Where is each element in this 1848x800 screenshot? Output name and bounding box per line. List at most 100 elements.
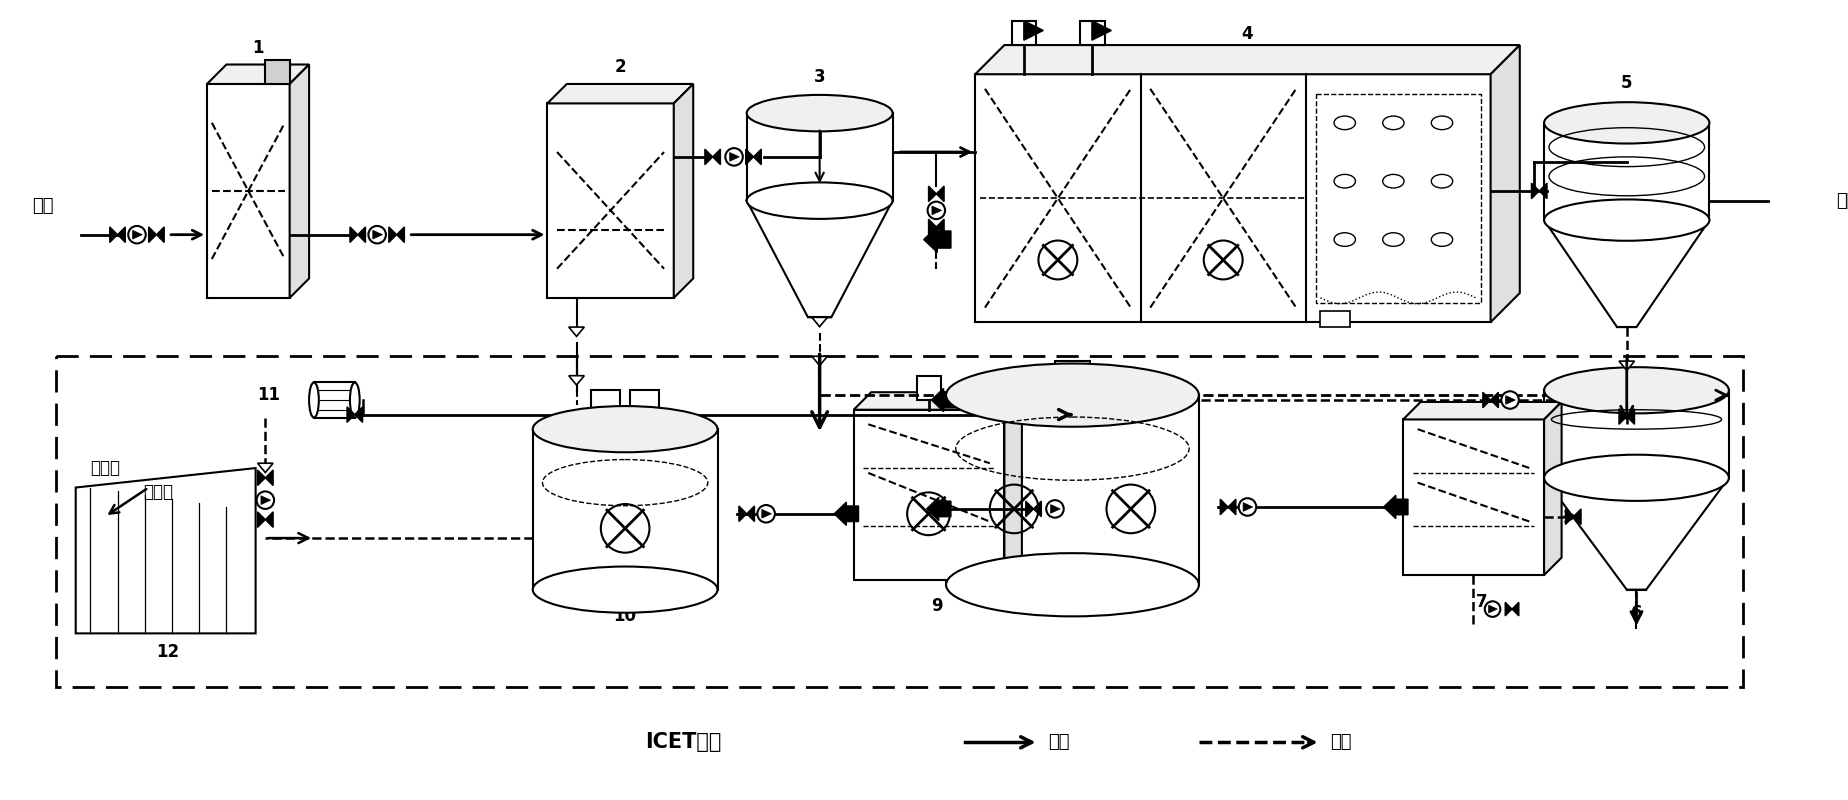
Circle shape: [1484, 602, 1501, 617]
Polygon shape: [1573, 509, 1582, 525]
Polygon shape: [675, 84, 693, 298]
Polygon shape: [854, 392, 1022, 410]
Bar: [946, 395, 1199, 585]
Polygon shape: [713, 149, 721, 165]
Text: 2: 2: [615, 58, 626, 76]
Polygon shape: [257, 512, 266, 527]
Polygon shape: [1619, 409, 1626, 424]
Ellipse shape: [349, 382, 360, 418]
Bar: [266, 60, 290, 84]
Polygon shape: [290, 65, 309, 298]
Ellipse shape: [1545, 454, 1730, 501]
Bar: [1081, 21, 1105, 45]
Polygon shape: [207, 65, 309, 84]
Polygon shape: [1050, 505, 1061, 514]
Polygon shape: [1024, 21, 1044, 40]
Polygon shape: [76, 468, 255, 634]
Polygon shape: [1092, 21, 1111, 40]
Bar: [976, 74, 1491, 322]
Polygon shape: [1033, 501, 1040, 517]
Polygon shape: [257, 470, 266, 486]
Bar: [1545, 123, 1709, 220]
Polygon shape: [739, 506, 747, 522]
Polygon shape: [1482, 392, 1491, 408]
Polygon shape: [811, 356, 828, 366]
Text: ICET系统: ICET系统: [645, 732, 723, 752]
Polygon shape: [928, 219, 937, 234]
Text: 泥路: 泥路: [1331, 734, 1351, 751]
Polygon shape: [359, 227, 366, 242]
Polygon shape: [1321, 310, 1349, 327]
Ellipse shape: [1545, 199, 1709, 241]
Text: 8: 8: [1066, 602, 1077, 620]
Text: 6: 6: [1630, 604, 1643, 622]
Polygon shape: [931, 388, 955, 412]
Ellipse shape: [946, 363, 1199, 426]
Polygon shape: [373, 230, 383, 239]
Text: 干污泥: 干污泥: [91, 459, 120, 477]
Text: 水路: 水路: [1048, 734, 1070, 751]
Bar: [630, 390, 660, 419]
Polygon shape: [1220, 499, 1229, 514]
Circle shape: [257, 491, 274, 509]
Polygon shape: [148, 227, 157, 242]
Polygon shape: [257, 463, 274, 473]
Polygon shape: [266, 470, 274, 486]
Polygon shape: [1403, 402, 1562, 419]
Polygon shape: [1026, 501, 1033, 517]
Polygon shape: [1506, 602, 1512, 616]
Polygon shape: [704, 149, 713, 165]
Text: 5: 5: [1621, 74, 1632, 92]
Polygon shape: [355, 407, 362, 422]
Polygon shape: [937, 219, 944, 234]
Text: 9: 9: [931, 598, 942, 615]
Polygon shape: [1489, 605, 1497, 613]
Ellipse shape: [1545, 102, 1709, 143]
Text: 出水: 出水: [1835, 192, 1848, 210]
Circle shape: [928, 202, 944, 219]
Polygon shape: [747, 201, 893, 318]
Polygon shape: [388, 227, 397, 242]
Polygon shape: [747, 506, 754, 522]
Polygon shape: [976, 45, 1519, 74]
Polygon shape: [1506, 396, 1515, 404]
Polygon shape: [811, 318, 828, 326]
Bar: [314, 382, 355, 418]
Circle shape: [1046, 500, 1064, 518]
Polygon shape: [266, 512, 274, 527]
Polygon shape: [1565, 509, 1573, 525]
Polygon shape: [1626, 409, 1634, 424]
Polygon shape: [1244, 502, 1253, 511]
Polygon shape: [1545, 220, 1709, 327]
Bar: [1316, 94, 1480, 302]
Circle shape: [368, 226, 386, 243]
Polygon shape: [133, 230, 142, 239]
Polygon shape: [547, 84, 693, 103]
Polygon shape: [157, 227, 164, 242]
Polygon shape: [1545, 402, 1562, 575]
Polygon shape: [754, 149, 761, 165]
Bar: [532, 429, 717, 590]
Polygon shape: [1545, 478, 1730, 590]
Polygon shape: [1539, 183, 1547, 198]
Bar: [1403, 419, 1545, 575]
Circle shape: [758, 505, 774, 522]
Ellipse shape: [309, 382, 320, 418]
Polygon shape: [1491, 45, 1519, 322]
Circle shape: [1238, 498, 1257, 516]
Polygon shape: [1619, 361, 1634, 370]
Bar: [917, 376, 941, 400]
Ellipse shape: [1545, 367, 1730, 414]
Polygon shape: [928, 186, 937, 202]
Polygon shape: [931, 206, 942, 214]
Polygon shape: [347, 407, 355, 422]
Polygon shape: [397, 227, 405, 242]
Bar: [55, 356, 1743, 687]
Bar: [1013, 21, 1037, 45]
Bar: [854, 410, 1005, 580]
Polygon shape: [924, 226, 952, 252]
Text: 1: 1: [251, 38, 262, 57]
Text: 3: 3: [813, 68, 826, 86]
Polygon shape: [261, 496, 270, 505]
Bar: [747, 113, 893, 201]
